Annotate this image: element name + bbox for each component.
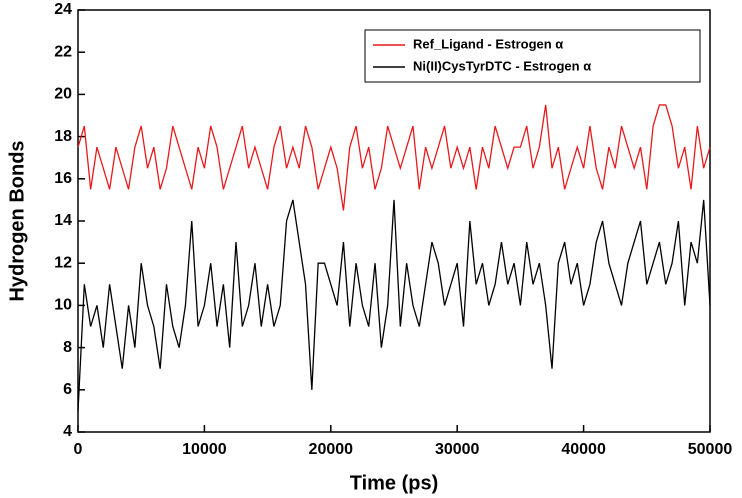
x-tick-label: 10000 — [182, 441, 227, 458]
y-axis-title: Hydrogen Bonds — [6, 140, 28, 301]
x-axis-title: Time (ps) — [350, 472, 439, 494]
x-tick-label: 50000 — [688, 441, 733, 458]
legend-label: Ref_Ligand - Estrogen α — [413, 36, 563, 51]
y-tick-label: 8 — [63, 339, 72, 356]
x-tick-label: 30000 — [435, 441, 480, 458]
series-line — [77, 199, 711, 411]
y-tick-label: 24 — [54, 1, 72, 18]
y-tick-label: 20 — [54, 86, 72, 103]
y-tick-label: 14 — [54, 212, 72, 229]
legend-box — [364, 29, 701, 83]
y-tick-label: 6 — [63, 381, 72, 398]
y-tick-label: 12 — [54, 254, 72, 271]
y-tick-label: 18 — [54, 128, 72, 145]
x-tick-label: 40000 — [561, 441, 606, 458]
x-tick-label: 0 — [74, 441, 83, 458]
series-line — [77, 104, 711, 211]
y-tick-label: 22 — [54, 43, 72, 60]
y-tick-label: 10 — [54, 297, 72, 314]
y-tick-label: 4 — [63, 423, 72, 440]
legend-label: Ni(II)CysTyrDTC - Estrogen α — [413, 58, 591, 73]
y-tick-label: 16 — [54, 170, 72, 187]
x-tick-label: 20000 — [309, 441, 354, 458]
